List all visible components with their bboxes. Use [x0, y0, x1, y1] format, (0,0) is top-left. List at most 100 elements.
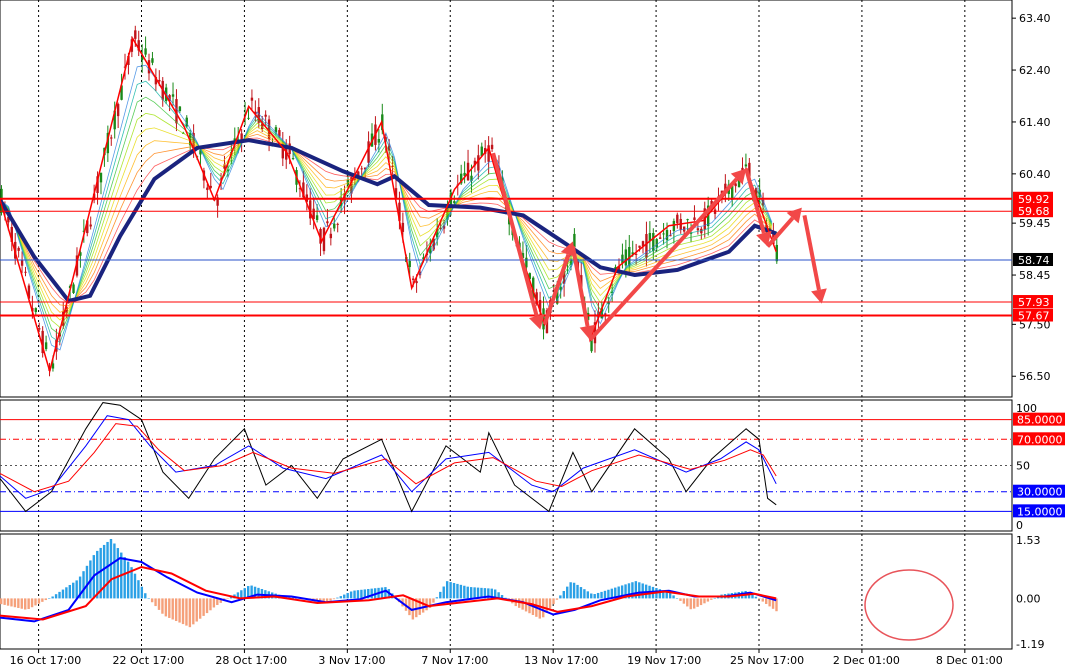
macd-histogram-bar — [370, 588, 373, 599]
macd-histogram-bar — [133, 573, 137, 599]
macd-histogram-bar — [188, 598, 192, 628]
macd-histogram-bar — [775, 598, 778, 612]
macd-histogram-bar — [346, 593, 349, 599]
candle-body — [528, 273, 531, 279]
candle-body — [75, 255, 79, 276]
macd-histogram-bar — [469, 587, 473, 599]
macd-histogram-bar — [617, 586, 620, 599]
macd-histogram-bar — [332, 598, 336, 600]
macd-histogram-bar — [607, 589, 610, 599]
macd-histogram-bar — [552, 598, 555, 605]
macd-histogram-bar — [590, 593, 593, 599]
macd-histogram-bar — [572, 582, 576, 599]
macd-histogram-bar — [682, 598, 686, 604]
candle-body — [398, 202, 401, 221]
candle-body — [247, 117, 250, 119]
candle-body — [7, 216, 10, 223]
candle-body — [261, 123, 264, 130]
macd-histogram-bar — [229, 596, 233, 599]
oscillator-level-label: 85.0000 — [1017, 414, 1063, 427]
ribbon-line — [0, 80, 773, 344]
macd-histogram-bar — [315, 598, 319, 601]
macd-lines — [0, 557, 777, 623]
candle-body — [559, 286, 562, 290]
candle-body — [624, 249, 628, 266]
macd-histogram-bar — [30, 598, 34, 608]
candle-body — [175, 99, 178, 124]
current-price-label: 58.74 — [1018, 254, 1050, 267]
candle-body — [151, 58, 154, 63]
macd-histogram-bar — [765, 598, 768, 604]
macd-histogram-bar — [627, 583, 631, 599]
macd-histogram-bar — [555, 598, 559, 600]
candle-body — [154, 77, 158, 85]
macd-histogram-bar — [240, 590, 243, 599]
time-tick-label: 22 Oct 17:00 — [113, 654, 185, 666]
candle-body — [645, 234, 648, 258]
macd-histogram-bar — [641, 583, 644, 599]
macd-histogram-bar — [34, 598, 37, 606]
macd-histogram-bar — [768, 598, 771, 607]
macd-histogram-bar — [356, 590, 360, 599]
price-level-label: 57.67 — [1018, 310, 1050, 323]
candle-body — [158, 79, 161, 82]
macd-histogram-bar — [586, 591, 590, 599]
macd-histogram-bar — [37, 598, 41, 604]
candle-body — [768, 227, 772, 230]
candle-body — [137, 40, 140, 51]
time-axis: 16 Oct 17:00 22 Oct 17:00 28 Oct 17:00 3 No… — [10, 649, 1003, 667]
macd-histogram-bar — [260, 589, 264, 599]
price-tick-label: 61.40 — [1019, 116, 1051, 129]
ribbon-line — [0, 64, 773, 351]
macd-histogram-bar — [212, 598, 216, 608]
candle-body — [127, 56, 130, 65]
macd-histogram-bar — [668, 592, 672, 599]
highlight-circle — [864, 569, 954, 641]
price-tick-label: 63.40 — [1019, 12, 1051, 25]
macd-histogram-bar — [408, 598, 411, 616]
oscillator-tick-label: 100 — [1016, 402, 1037, 415]
ribbon-line — [0, 130, 773, 313]
candle-body — [134, 30, 137, 39]
candle-body — [696, 228, 700, 231]
ribbon-line — [0, 126, 773, 321]
oscillator-level-tag — [1013, 484, 1065, 498]
macd-histogram-bar — [696, 598, 699, 607]
ribbon-line — [0, 133, 773, 307]
candle-body — [322, 227, 326, 252]
macd-histogram-bar — [329, 598, 332, 601]
candle-body — [274, 127, 278, 133]
candle-body — [309, 200, 312, 219]
macd-histogram-bar — [17, 598, 20, 608]
candle-body — [226, 169, 230, 172]
candle-body — [737, 178, 741, 188]
candle-body — [298, 188, 302, 190]
forecast-arrow-head — [730, 168, 747, 185]
candle-body — [730, 185, 734, 200]
oscillator-level-tag — [1013, 432, 1065, 446]
macd-histogram-bar — [161, 598, 164, 614]
candle-body — [110, 137, 113, 139]
macd-histogram-bar — [116, 548, 120, 599]
macd-histogram-bar — [205, 598, 209, 614]
macd-histogram-bar — [662, 590, 665, 599]
macd-histogram-bar — [421, 598, 425, 613]
candle-body — [65, 307, 68, 314]
macd-histogram-bar — [703, 598, 706, 604]
macd-histogram-bar — [583, 589, 586, 599]
macd-histogram-bar — [610, 588, 614, 599]
oscillator-level-label: 15.0000 — [1017, 505, 1063, 518]
macd-histogram-bar — [61, 589, 65, 599]
price-tick-label: 56.50 — [1019, 370, 1051, 383]
macd-histogram-bar — [699, 598, 703, 606]
candle-body — [34, 308, 38, 312]
candle-body — [106, 132, 110, 154]
macd-histogram-bar — [432, 598, 435, 603]
candle-body — [535, 292, 538, 304]
candle-body — [278, 130, 281, 137]
macd-histogram-bar — [54, 594, 58, 599]
candle-body — [360, 168, 363, 170]
macd-histogram-bar — [144, 593, 147, 599]
macd-histogram-bar — [466, 586, 469, 599]
macd-histogram-bar — [20, 598, 23, 609]
